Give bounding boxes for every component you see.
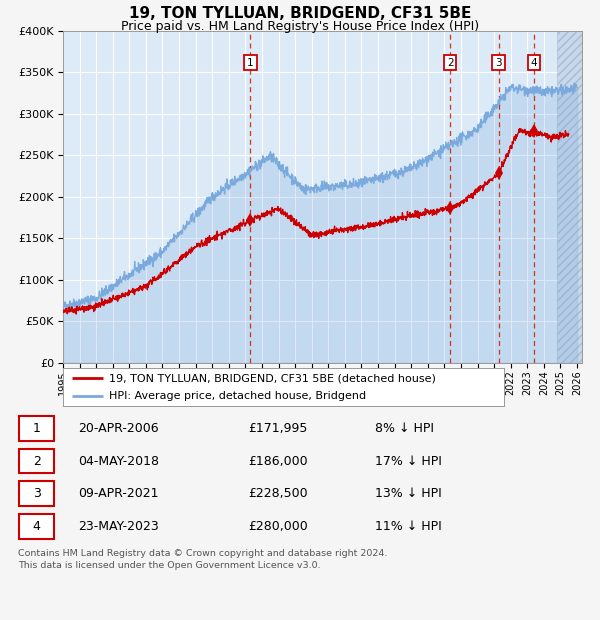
Text: Contains HM Land Registry data © Crown copyright and database right 2024.
This d: Contains HM Land Registry data © Crown c… — [18, 549, 388, 570]
Text: 4: 4 — [33, 520, 41, 533]
Text: 3: 3 — [495, 58, 502, 68]
Text: 13% ↓ HPI: 13% ↓ HPI — [375, 487, 442, 500]
Text: HPI: Average price, detached house, Bridgend: HPI: Average price, detached house, Brid… — [109, 391, 367, 401]
FancyBboxPatch shape — [19, 449, 54, 474]
Text: 2: 2 — [33, 454, 41, 467]
Text: 23-MAY-2023: 23-MAY-2023 — [78, 520, 159, 533]
FancyBboxPatch shape — [19, 481, 54, 506]
Text: £186,000: £186,000 — [248, 454, 308, 467]
Text: 3: 3 — [33, 487, 41, 500]
Text: Price paid vs. HM Land Registry's House Price Index (HPI): Price paid vs. HM Land Registry's House … — [121, 20, 479, 33]
Text: 8% ↓ HPI: 8% ↓ HPI — [375, 422, 434, 435]
Text: £228,500: £228,500 — [248, 487, 308, 500]
Text: 2: 2 — [447, 58, 454, 68]
Text: 1: 1 — [33, 422, 41, 435]
Text: 4: 4 — [530, 58, 537, 68]
Text: 20-APR-2006: 20-APR-2006 — [78, 422, 159, 435]
Text: 09-APR-2021: 09-APR-2021 — [78, 487, 159, 500]
Text: 04-MAY-2018: 04-MAY-2018 — [78, 454, 159, 467]
FancyBboxPatch shape — [19, 416, 54, 441]
Text: 19, TON TYLLUAN, BRIDGEND, CF31 5BE (detached house): 19, TON TYLLUAN, BRIDGEND, CF31 5BE (det… — [109, 373, 436, 383]
Text: 19, TON TYLLUAN, BRIDGEND, CF31 5BE: 19, TON TYLLUAN, BRIDGEND, CF31 5BE — [129, 6, 471, 21]
Text: 11% ↓ HPI: 11% ↓ HPI — [375, 520, 442, 533]
FancyBboxPatch shape — [19, 514, 54, 539]
Text: 17% ↓ HPI: 17% ↓ HPI — [375, 454, 442, 467]
Text: £171,995: £171,995 — [248, 422, 308, 435]
Text: 1: 1 — [247, 58, 254, 68]
Text: £280,000: £280,000 — [248, 520, 308, 533]
